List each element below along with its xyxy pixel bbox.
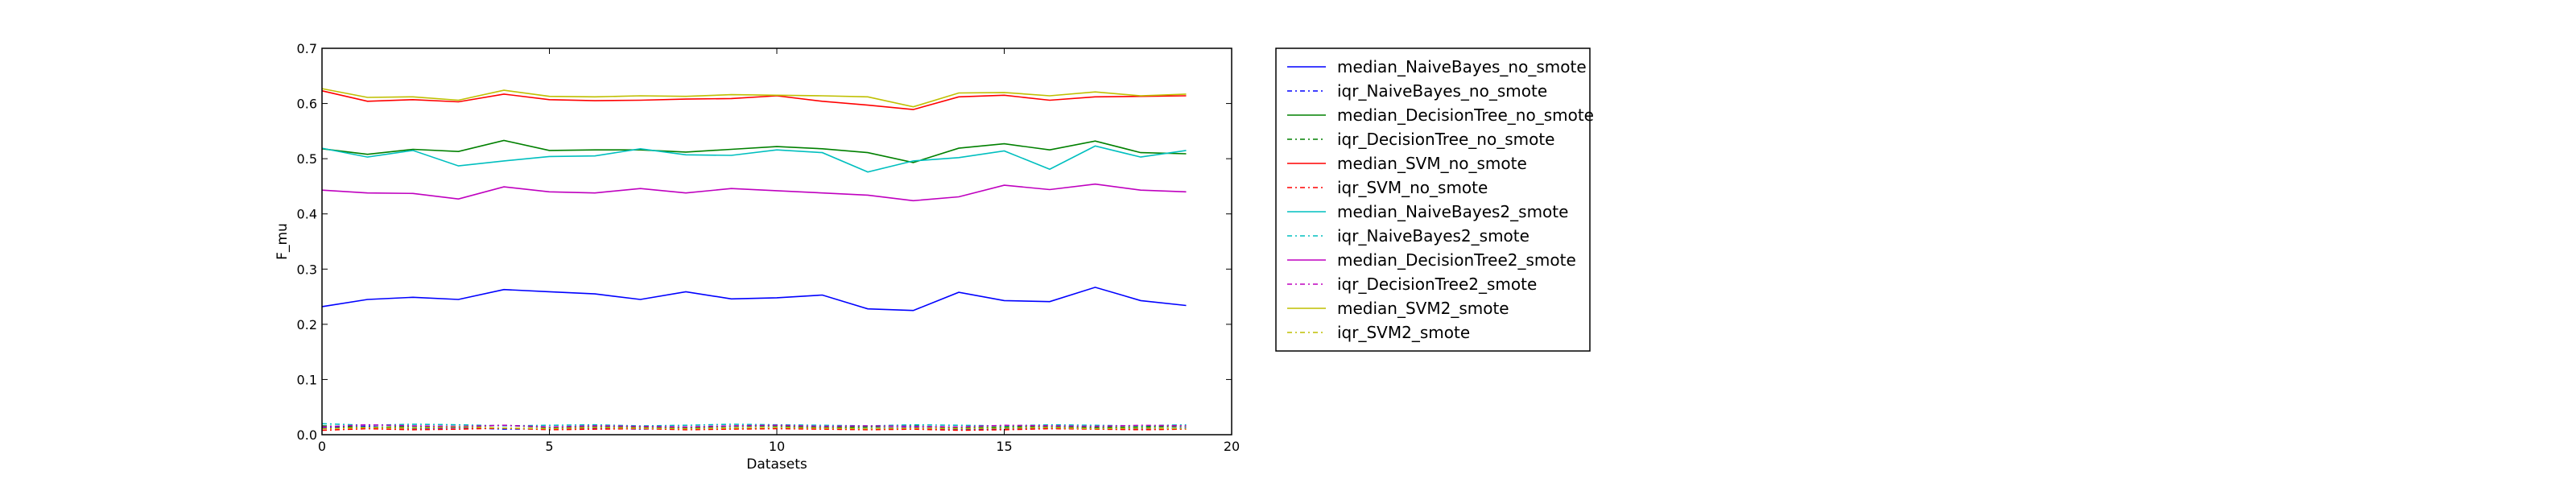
y-tick-label: 0.1: [297, 372, 317, 387]
y-tick-label: 0.0: [297, 427, 317, 443]
series-line-median-decisiontree2-smote: [321, 183, 1187, 202]
legend-entry-label: iqr_DecisionTree_no_smote: [1337, 130, 1555, 149]
y-tick-label: 0.4: [297, 207, 317, 222]
legend-box: [1275, 47, 1591, 352]
x-tick-label: 0: [318, 439, 326, 454]
legend-entry-label: median_SVM2_smote: [1337, 299, 1509, 318]
series-line-median-naivebayes2-smote: [321, 145, 1187, 173]
legend-entry-label: iqr_NaiveBayes_no_smote: [1337, 81, 1547, 101]
legend: median_NaiveBayes_no_smote iqr_NaiveBayes…: [1275, 47, 1594, 352]
series-line-median-svm2-smote: [321, 88, 1187, 108]
series-line-median-naivebayes-no-smote: [321, 287, 1187, 312]
legend-entry-label: median_DecisionTree_no_smote: [1337, 105, 1594, 125]
series-line-median-decisiontree-no-smote: [321, 139, 1187, 163]
series-line-median-svm-no-smote: [321, 90, 1187, 110]
axis-ticks: 0 5 10 15 20 0.0 0.1 0.2 0.3 0.4 0.5 0.6 0.7: [297, 41, 1241, 454]
legend-entry-label: median_NaiveBayes2_smote: [1337, 202, 1568, 221]
y-tick-label: 0.7: [297, 41, 317, 56]
x-axis-label: Datasets: [746, 456, 807, 473]
plot-lines: [321, 88, 1187, 431]
legend-entry-label: iqr_NaiveBayes2_smote: [1337, 226, 1530, 246]
series-line-iqr-decisiontree2-smote: [321, 423, 1187, 428]
x-tick-label: 20: [1224, 439, 1240, 454]
x-tick-label: 10: [769, 439, 785, 454]
legend-entry-label: median_DecisionTree2_smote: [1337, 250, 1576, 270]
y-tick-label: 0.3: [297, 262, 317, 277]
legend-entry-label: iqr_SVM2_smote: [1337, 323, 1470, 342]
y-tick-label: 0.5: [297, 151, 317, 167]
y-axis-label: F_mu: [275, 223, 291, 260]
series-line-iqr-naivebayes2-smote: [321, 423, 1187, 427]
series-line-iqr-svm2-smote: [321, 426, 1187, 430]
legend-entry-label: median_SVM_no_smote: [1337, 154, 1527, 173]
legend-entry-label: median_NaiveBayes_no_smote: [1337, 57, 1587, 76]
legend-entry-label: iqr_SVM_no_smote: [1337, 178, 1488, 197]
y-tick-label: 0.2: [297, 317, 317, 332]
x-tick-label: 15: [996, 439, 1012, 454]
legend-entry-label: iqr_DecisionTree2_smote: [1337, 275, 1537, 294]
y-tick-label: 0.6: [297, 97, 317, 112]
series-line-iqr-svm-no-smote: [321, 427, 1187, 431]
x-tick-label: 5: [545, 439, 553, 454]
